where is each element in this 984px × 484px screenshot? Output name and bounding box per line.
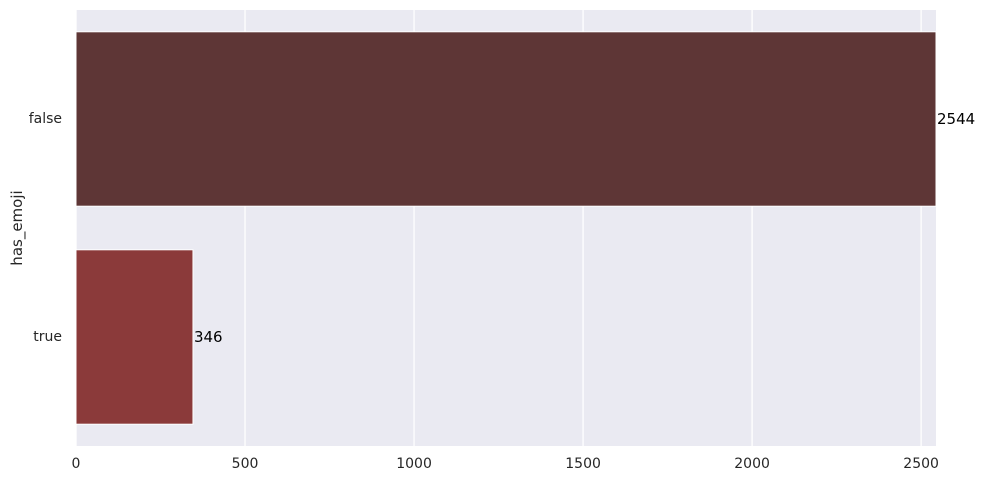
bar-true <box>75 249 194 425</box>
x-axis-ticks: 0 500 1000 1500 2000 2500 <box>72 456 939 472</box>
x-tick-label: 0 <box>72 456 81 472</box>
data-label-true: 346 <box>194 328 223 346</box>
bar-false <box>75 31 937 207</box>
y-tick-label: false <box>29 111 62 127</box>
x-tick-label: 2500 <box>903 456 939 472</box>
bars <box>75 31 937 425</box>
y-tick-label: true <box>33 329 62 345</box>
x-tick-label: 1500 <box>565 456 601 472</box>
y-axis-ticks: false true <box>29 111 62 345</box>
x-tick-label: 500 <box>232 456 259 472</box>
x-tick-label: 1000 <box>396 456 432 472</box>
data-label-false: 2544 <box>937 110 975 128</box>
data-labels: 2544 346 <box>194 110 975 346</box>
y-axis-label: has_emoji <box>8 190 27 265</box>
x-tick-label: 2000 <box>734 456 770 472</box>
